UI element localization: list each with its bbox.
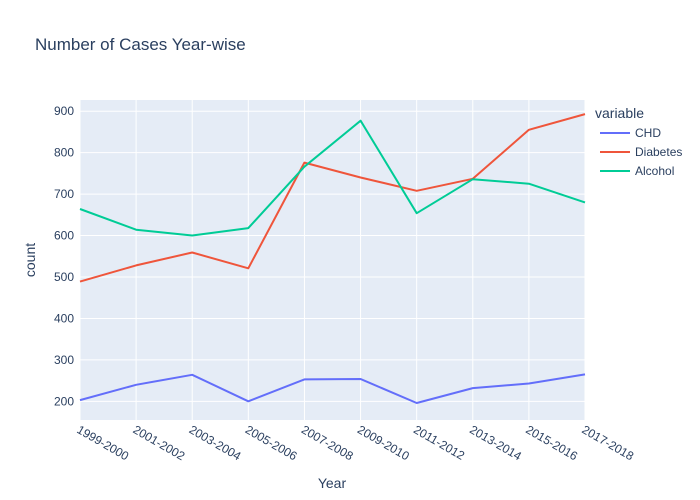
series-line-diabetes [79, 113, 586, 283]
x-tick-label: 2013-2014 [467, 422, 524, 463]
chart-title: Number of Cases Year-wise [35, 35, 246, 54]
series-lines [79, 113, 586, 404]
legend-label-alcohol: Alcohol [635, 164, 674, 178]
x-tick-label: 2009-2010 [355, 422, 412, 463]
legend-title: variable [595, 105, 644, 121]
legend-label-chd: CHD [635, 126, 661, 140]
x-axis-ticks: 1999-2000 2001-2002 2003-2004 2005-2006 2007… [75, 422, 637, 463]
y-tick-label: 600 [54, 229, 74, 243]
y-tick-label: 400 [54, 311, 74, 325]
x-axis-title: Year [318, 475, 347, 491]
x-tick-label: 2007-2008 [299, 422, 356, 463]
x-tick-label: 2005-2006 [243, 422, 300, 463]
legend-label-diabetes: Diabetes [635, 145, 682, 159]
y-tick-label: 800 [54, 146, 74, 160]
x-tick-label: 2011-2012 [411, 422, 467, 463]
x-tick-label: 2015-2016 [523, 422, 580, 463]
x-tick-label: 2001-2002 [131, 422, 188, 463]
x-tick-label: 2017-2018 [580, 422, 637, 463]
y-tick-label: 500 [54, 270, 74, 284]
x-tick-label: 2003-2004 [187, 422, 244, 463]
legend: variable CHD Diabetes Alcohol [595, 105, 682, 178]
y-tick-label: 700 [54, 187, 74, 201]
y-axis-ticks: 200 300 400 500 600 700 800 900 [54, 104, 74, 408]
x-tick-label: 1999-2000 [75, 422, 132, 463]
gridlines [79, 100, 586, 420]
series-line-alcohol [79, 119, 586, 237]
y-tick-label: 300 [54, 353, 74, 367]
y-axis-title: count [22, 243, 38, 277]
y-tick-label: 900 [54, 104, 74, 118]
series-line-chd [79, 373, 586, 404]
y-tick-label: 200 [54, 394, 74, 408]
